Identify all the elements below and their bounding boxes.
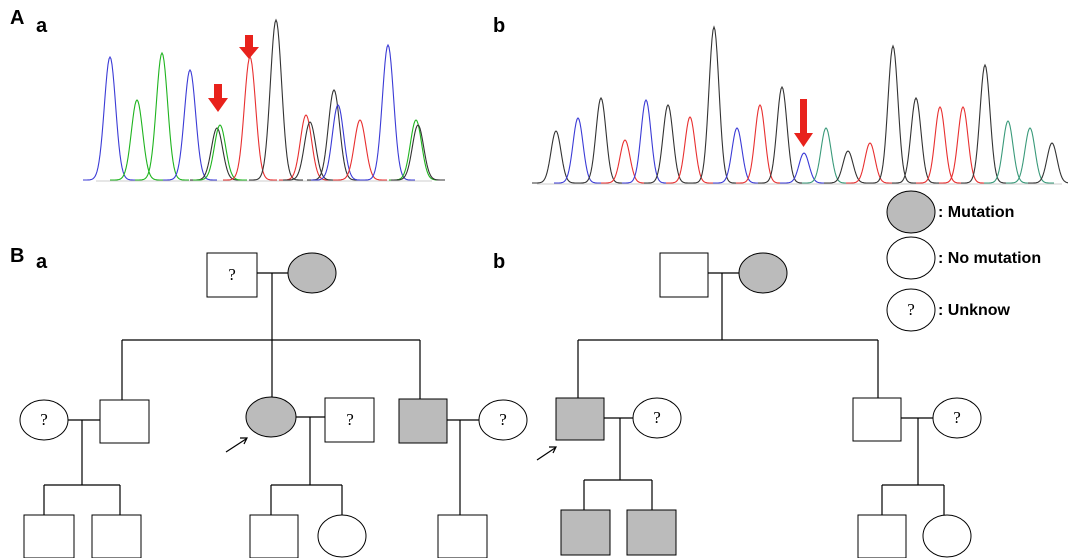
trace-peak (135, 53, 189, 180)
trace-peak (83, 57, 137, 180)
pedigree: ? ? ? ? (20, 253, 527, 558)
legend-label: : Unknow (938, 302, 1011, 319)
trace-peak (1028, 143, 1068, 183)
trace-peak (824, 151, 872, 183)
sub-label: a (36, 251, 48, 273)
unknown-mark: ? (228, 265, 236, 284)
unknown-mark: ? (499, 410, 507, 429)
trace-peak (311, 105, 365, 180)
trace-peak (532, 131, 580, 183)
arrows (208, 35, 813, 147)
legend-label: : No mutation (938, 250, 1041, 267)
trace-peak (601, 140, 649, 183)
unknown-mark: ? (953, 408, 961, 427)
trace-peak (307, 90, 361, 180)
trace-peak (577, 98, 625, 183)
trace-peak (333, 120, 387, 180)
trace-peak (780, 153, 828, 183)
figure: A a b B a b ? ? ? ? (0, 0, 1068, 558)
trace-peak (713, 128, 761, 183)
panel-label: A (10, 7, 24, 29)
panel-label: B (10, 245, 24, 267)
sub-label: b (493, 251, 505, 273)
trace-peak (1006, 128, 1054, 183)
trace-peak (361, 45, 415, 180)
unknown-mark: ? (346, 410, 354, 429)
legend-label: : Mutation (938, 204, 1014, 221)
trace-peak (961, 65, 1009, 183)
chromatogram (83, 20, 445, 181)
trace-peak (249, 20, 303, 180)
unknown-mark: ? (40, 410, 48, 429)
unknown-mark: ? (653, 408, 661, 427)
legend: ? : Mutation : No mutation : Unknow (887, 191, 1041, 331)
sub-label: a (36, 15, 48, 37)
trace-peak (279, 115, 333, 180)
trace-peak (223, 57, 277, 180)
legend-mark: ? (907, 300, 915, 319)
sub-label: b (493, 15, 505, 37)
trace-peak (736, 105, 784, 183)
trace-peak (391, 125, 445, 180)
